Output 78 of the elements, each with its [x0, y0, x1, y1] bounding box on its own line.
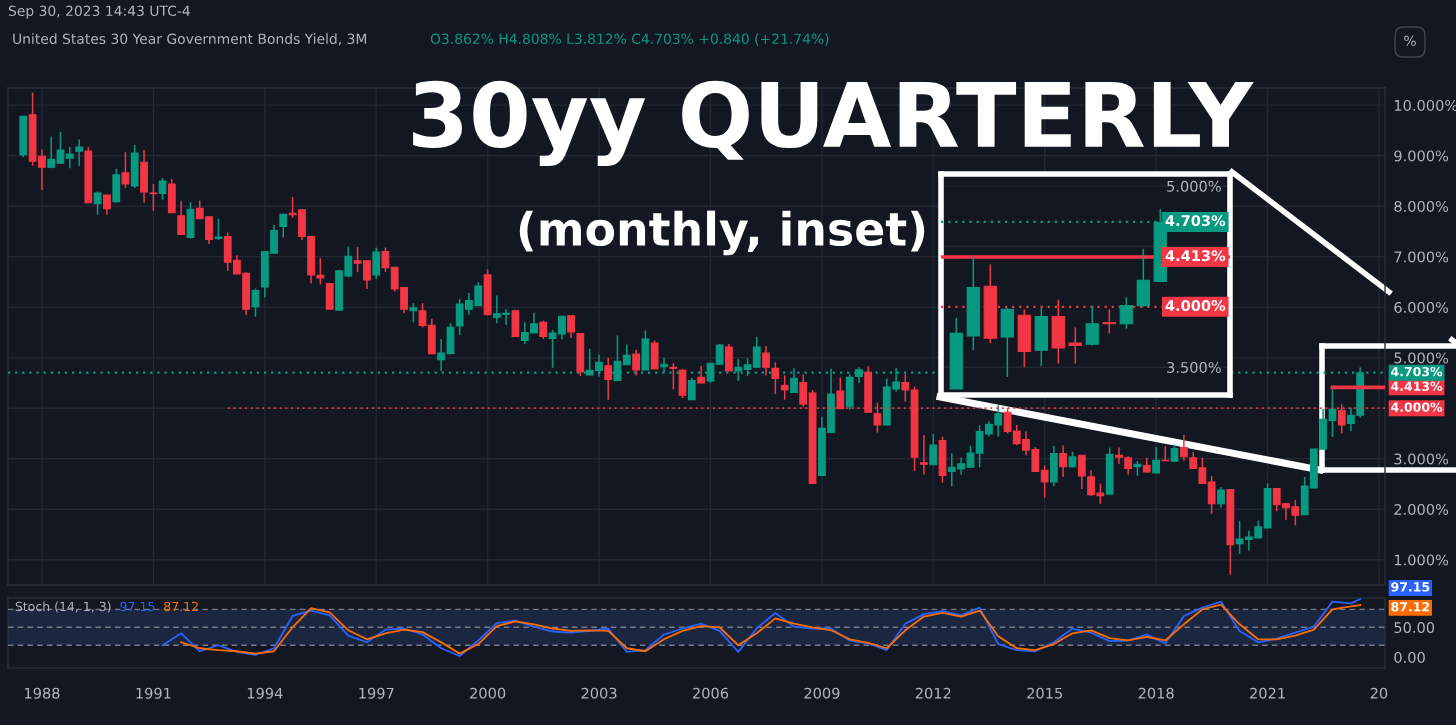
candlestick [177, 199, 186, 236]
text: Sep 30, 2023 14:43 UTC-4 [8, 5, 190, 19]
text: % [1404, 35, 1416, 47]
text: O3.862% H4.808% L3.812% C4.703% +0.840 (+21.74%) [430, 33, 829, 46]
data-label: 4.413% [1391, 381, 1443, 391]
x-tick-label: 2015 [1027, 687, 1062, 699]
text: 97.15 [120, 601, 155, 612]
ref-line-label: 4.413% [1165, 250, 1226, 262]
y-tick-label: 1.000% [1394, 554, 1449, 566]
candlestick [103, 194, 111, 216]
candlestick [669, 362, 678, 391]
text: (monthly, inset) [519, 210, 925, 256]
x-tick-label: 2021 [1250, 687, 1285, 699]
candlestick [1085, 304, 1099, 347]
candlestick [632, 348, 641, 377]
y-tick-label: 0.00 [1394, 651, 1425, 663]
candlestick [1179, 434, 1188, 462]
candlestick [1068, 326, 1082, 365]
candlestick [539, 320, 548, 340]
x-tick-label: 2012 [915, 687, 951, 699]
y-tick-label: 7.000% [1394, 251, 1449, 263]
candlestick [622, 343, 631, 366]
candlestick [1152, 446, 1161, 474]
candlestick [919, 434, 928, 476]
data-label: 4.000% [1391, 402, 1443, 412]
candlestick [158, 177, 167, 201]
candlestick [687, 377, 696, 401]
chart-title: Stoch (14, 1, 3) [15, 601, 111, 613]
candlestick [214, 218, 223, 241]
candlestick [780, 374, 789, 401]
candlestick [251, 287, 260, 318]
candlestick [1207, 475, 1216, 515]
x-tick-label: 2009 [804, 687, 840, 699]
ref-line-label: 4.703% [1165, 215, 1226, 227]
y-tick-label: 2.000% [1394, 503, 1449, 515]
x-tick-label: 20 [1370, 687, 1388, 699]
candlestick [409, 302, 418, 324]
x-tick-label: 2003 [581, 687, 617, 699]
x-tick-label: 1994 [247, 687, 283, 699]
x-tick-label: 2006 [692, 687, 729, 699]
annotation: 97.15 [1391, 582, 1430, 592]
candlestick [567, 315, 575, 339]
candlestick [121, 151, 130, 189]
ref-line-label: 4.000% [1165, 300, 1226, 312]
ref-line-label: 4.703% [1391, 366, 1443, 377]
y-tick-label: 3.000% [1394, 453, 1449, 465]
text: United States 30 Year Government Bonds Yield, 3M [13, 33, 367, 46]
candlestick [929, 433, 938, 466]
candlestick [604, 356, 613, 401]
y-tick-label: 3.500% [1167, 361, 1221, 373]
candlestick [1040, 464, 1049, 499]
candlestick [381, 246, 390, 273]
y-tick-label: 5.000% [1394, 352, 1449, 364]
y-tick-label: 5.000% [1167, 180, 1221, 192]
y-tick-label: 8.000% [1394, 200, 1449, 212]
x-tick-label: 1997 [359, 687, 394, 699]
y-tick-label: 50.00 [1394, 622, 1435, 634]
text: 87.12 [164, 601, 198, 612]
candlestick [1119, 296, 1133, 330]
candlestick [771, 361, 780, 395]
candlestick [715, 343, 724, 366]
candlestick [762, 345, 770, 377]
y-tick-label: 9.000% [1394, 150, 1449, 162]
x-tick-label: 2018 [1138, 687, 1174, 699]
candlestick [65, 146, 74, 170]
candlestick [1059, 444, 1067, 478]
candlestick [901, 373, 910, 403]
chart-title: 30yy QUARTERLY [413, 80, 1254, 167]
candlestick [75, 138, 84, 167]
annotation: 87.12 [1391, 602, 1430, 612]
y-tick-label: 6.000% [1394, 301, 1449, 313]
x-tick-label: 2000 [470, 687, 506, 699]
candlestick [1217, 486, 1225, 509]
candlestick [799, 373, 808, 408]
candlestick [724, 343, 733, 372]
x-tick-label: 1988 [25, 687, 60, 699]
x-tick-label: 1991 [136, 687, 171, 699]
candlestick [372, 246, 381, 280]
